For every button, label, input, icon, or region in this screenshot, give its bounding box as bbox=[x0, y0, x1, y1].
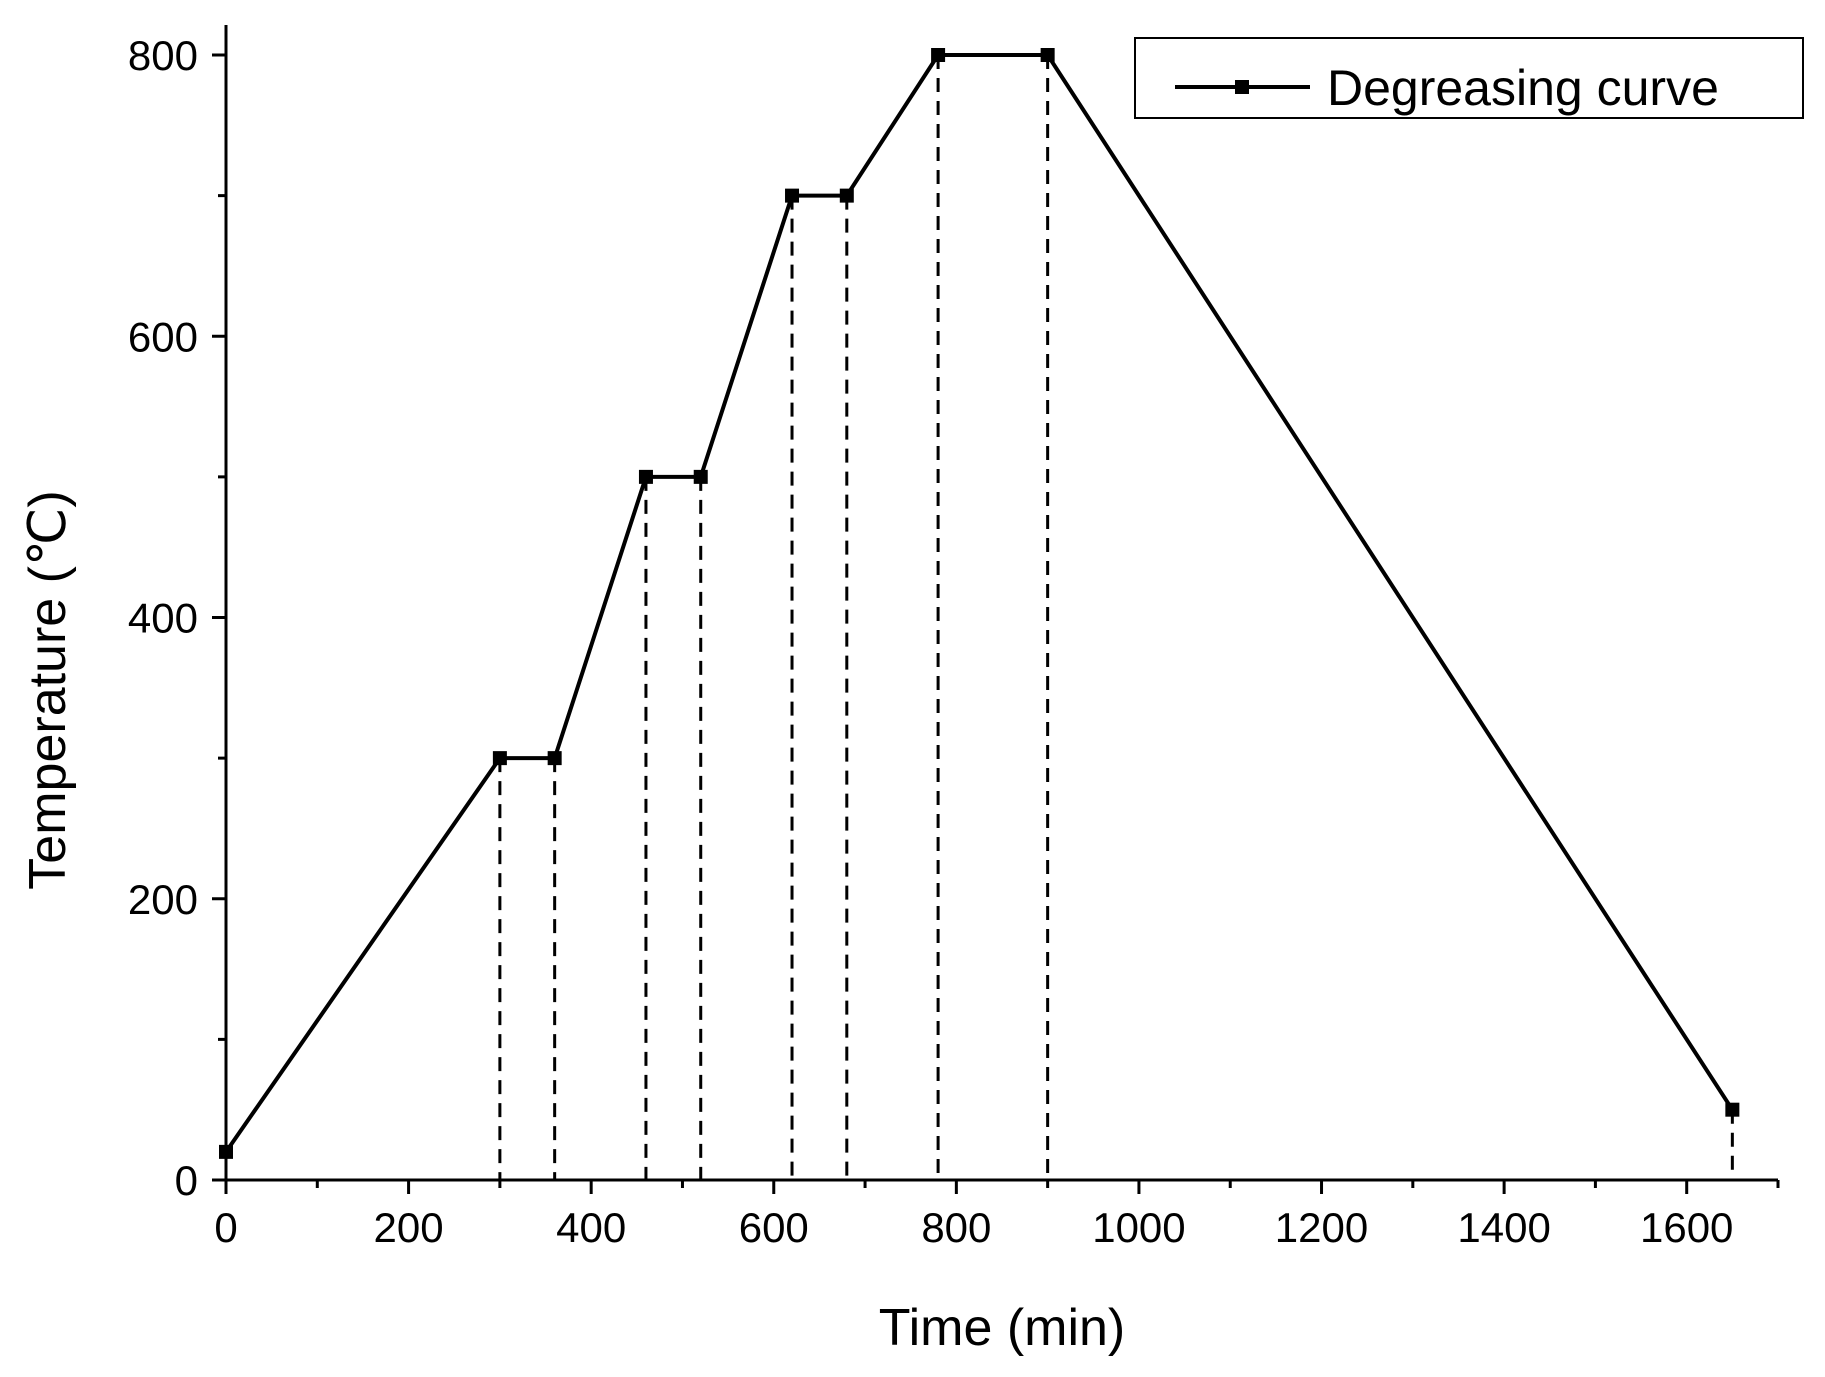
y-axis-title: Temperature (℃) bbox=[19, 490, 77, 889]
x-tick-label: 1200 bbox=[1275, 1204, 1368, 1251]
legend-label: Degreasing curve bbox=[1327, 60, 1719, 116]
x-tick-label: 1400 bbox=[1457, 1204, 1550, 1251]
x-tick-label: 1000 bbox=[1092, 1204, 1185, 1251]
y-tick-label: 600 bbox=[128, 313, 198, 360]
y-tick-label: 0 bbox=[175, 1157, 198, 1204]
data-point-marker bbox=[839, 188, 854, 203]
x-tick-label: 800 bbox=[921, 1204, 991, 1251]
y-tick-label: 200 bbox=[128, 876, 198, 923]
data-point-marker bbox=[785, 188, 800, 203]
legend[interactable]: Degreasing curve bbox=[1134, 37, 1804, 119]
data-point-marker bbox=[492, 751, 507, 766]
data-point-marker bbox=[219, 1144, 233, 1159]
data-point-marker bbox=[693, 469, 708, 484]
data-point-marker bbox=[638, 469, 653, 484]
data-point-marker bbox=[1040, 48, 1055, 62]
series-line-degreasing-curve bbox=[224, 53, 1735, 1154]
y-tick-label: 400 bbox=[128, 595, 198, 642]
x-tick-label: 400 bbox=[556, 1204, 626, 1251]
drop-lines bbox=[498, 55, 1734, 1180]
y-tick-label: 800 bbox=[128, 32, 198, 79]
data-point-marker bbox=[547, 751, 562, 766]
x-axis-ticks: 0 200 400 600 800 1000 1200 1400 1600 bbox=[214, 1180, 1780, 1251]
data-point-marker bbox=[1725, 1102, 1740, 1117]
x-tick-label: 0 bbox=[214, 1204, 237, 1251]
x-tick-label: 600 bbox=[739, 1204, 809, 1251]
x-tick-label: 1600 bbox=[1640, 1204, 1733, 1251]
legend-box bbox=[1134, 37, 1804, 119]
legend-square-marker-icon bbox=[1235, 80, 1249, 94]
data-point-marker bbox=[931, 48, 946, 62]
y-axis-ticks: 0 200 400 600 800 bbox=[128, 32, 226, 1204]
x-tick-label: 200 bbox=[374, 1204, 444, 1251]
x-axis-title: Time (min) bbox=[879, 1299, 1126, 1357]
series-markers bbox=[219, 48, 1740, 1159]
